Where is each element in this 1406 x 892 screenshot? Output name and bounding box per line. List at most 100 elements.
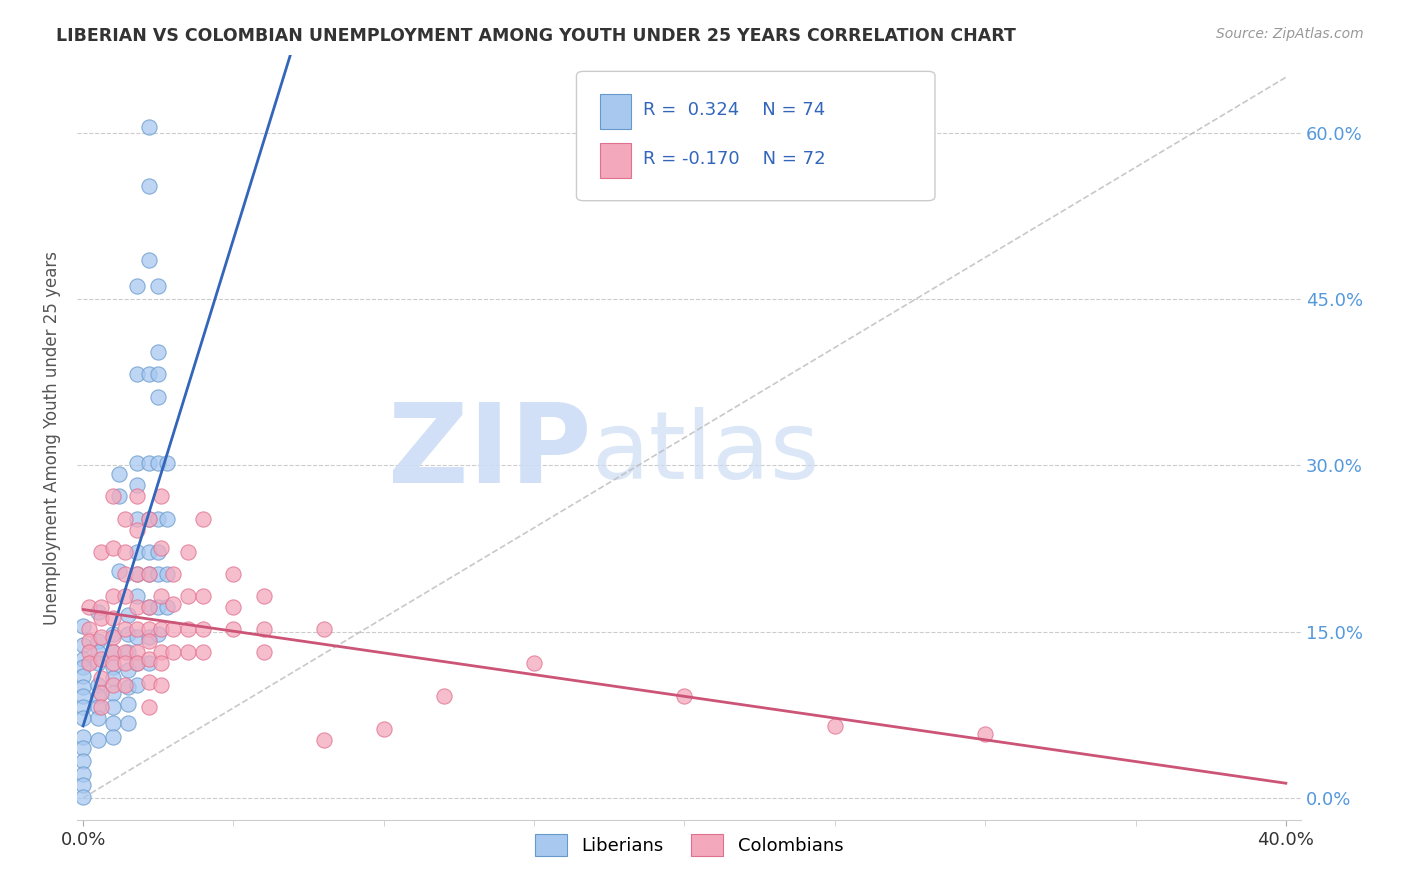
Point (77, 656, 100, 670)
Point (77, 623, 100, 637)
Point (101, 644, 124, 658)
Point (138, 253, 160, 268)
Point (177, 623, 200, 637)
Point (162, 566, 184, 581)
Point (312, 623, 335, 637)
Point (117, 715, 139, 730)
Point (177, 589, 200, 603)
Point (148, 390, 170, 404)
Point (138, 630, 160, 644)
Point (72, 766, 94, 780)
Point (138, 656, 160, 670)
Point (77, 633, 100, 648)
Point (127, 489, 149, 503)
Point (87, 678, 110, 692)
Point (433, 689, 456, 703)
Point (148, 368, 170, 382)
Point (138, 700, 160, 714)
Point (222, 600, 245, 615)
Point (138, 566, 160, 581)
Point (127, 368, 149, 382)
Y-axis label: Unemployment Among Youth under 25 years: Unemployment Among Youth under 25 years (44, 251, 60, 624)
Point (114, 623, 136, 637)
Point (72, 619, 94, 633)
Point (127, 566, 149, 581)
Point (127, 623, 149, 637)
Point (77, 644, 100, 658)
Point (222, 566, 245, 581)
Point (72, 689, 94, 703)
Point (114, 644, 136, 658)
Point (177, 644, 200, 658)
Point (101, 627, 124, 641)
Point (101, 685, 124, 699)
Text: atlas: atlas (591, 407, 820, 499)
Point (127, 678, 149, 692)
Point (156, 511, 179, 525)
Point (252, 623, 274, 637)
Point (138, 652, 160, 666)
Point (127, 630, 149, 644)
Point (90, 685, 112, 699)
Point (138, 633, 160, 648)
Point (148, 345, 170, 359)
Point (193, 644, 215, 658)
Point (150, 589, 173, 603)
Point (87, 644, 110, 658)
Point (156, 456, 179, 470)
Point (138, 600, 160, 615)
Point (72, 755, 94, 769)
Point (148, 456, 170, 470)
Point (87, 733, 110, 747)
Point (90, 671, 112, 685)
Point (101, 489, 124, 503)
Point (138, 511, 160, 525)
Text: LIBERIAN VS COLOMBIAN UNEMPLOYMENT AMONG YOUTH UNDER 25 YEARS CORRELATION CHART: LIBERIAN VS COLOMBIAN UNEMPLOYMENT AMONG… (56, 27, 1017, 45)
Point (177, 545, 200, 559)
Point (90, 630, 112, 644)
Point (127, 566, 149, 581)
Point (114, 589, 136, 603)
Point (127, 478, 149, 492)
Point (114, 511, 136, 525)
Point (72, 700, 94, 714)
Point (101, 715, 124, 730)
Point (101, 541, 124, 556)
Point (101, 730, 124, 744)
Point (138, 674, 160, 689)
Point (150, 623, 173, 637)
Point (673, 689, 696, 703)
Point (117, 664, 139, 678)
Text: Source: ZipAtlas.com: Source: ZipAtlas.com (1216, 27, 1364, 41)
Point (101, 630, 124, 644)
Point (117, 680, 139, 694)
Point (138, 120, 160, 135)
Point (87, 605, 110, 619)
Point (117, 644, 139, 658)
Point (108, 467, 131, 482)
Point (72, 652, 94, 666)
Point (150, 678, 173, 692)
Point (114, 656, 136, 670)
Point (117, 697, 139, 711)
Point (162, 623, 184, 637)
Point (114, 545, 136, 559)
Point (127, 644, 149, 658)
Point (138, 623, 160, 637)
Point (162, 597, 184, 611)
Point (222, 623, 245, 637)
Point (127, 600, 149, 615)
Point (101, 678, 124, 692)
Point (974, 726, 997, 740)
Point (101, 660, 124, 674)
Text: R = -0.170    N = 72: R = -0.170 N = 72 (643, 150, 825, 168)
Point (127, 523, 149, 537)
Point (138, 566, 160, 581)
Point (87, 633, 110, 648)
Point (117, 607, 139, 622)
Point (72, 730, 94, 744)
Point (101, 589, 124, 603)
Point (90, 600, 112, 615)
Point (127, 456, 149, 470)
Point (148, 627, 170, 641)
